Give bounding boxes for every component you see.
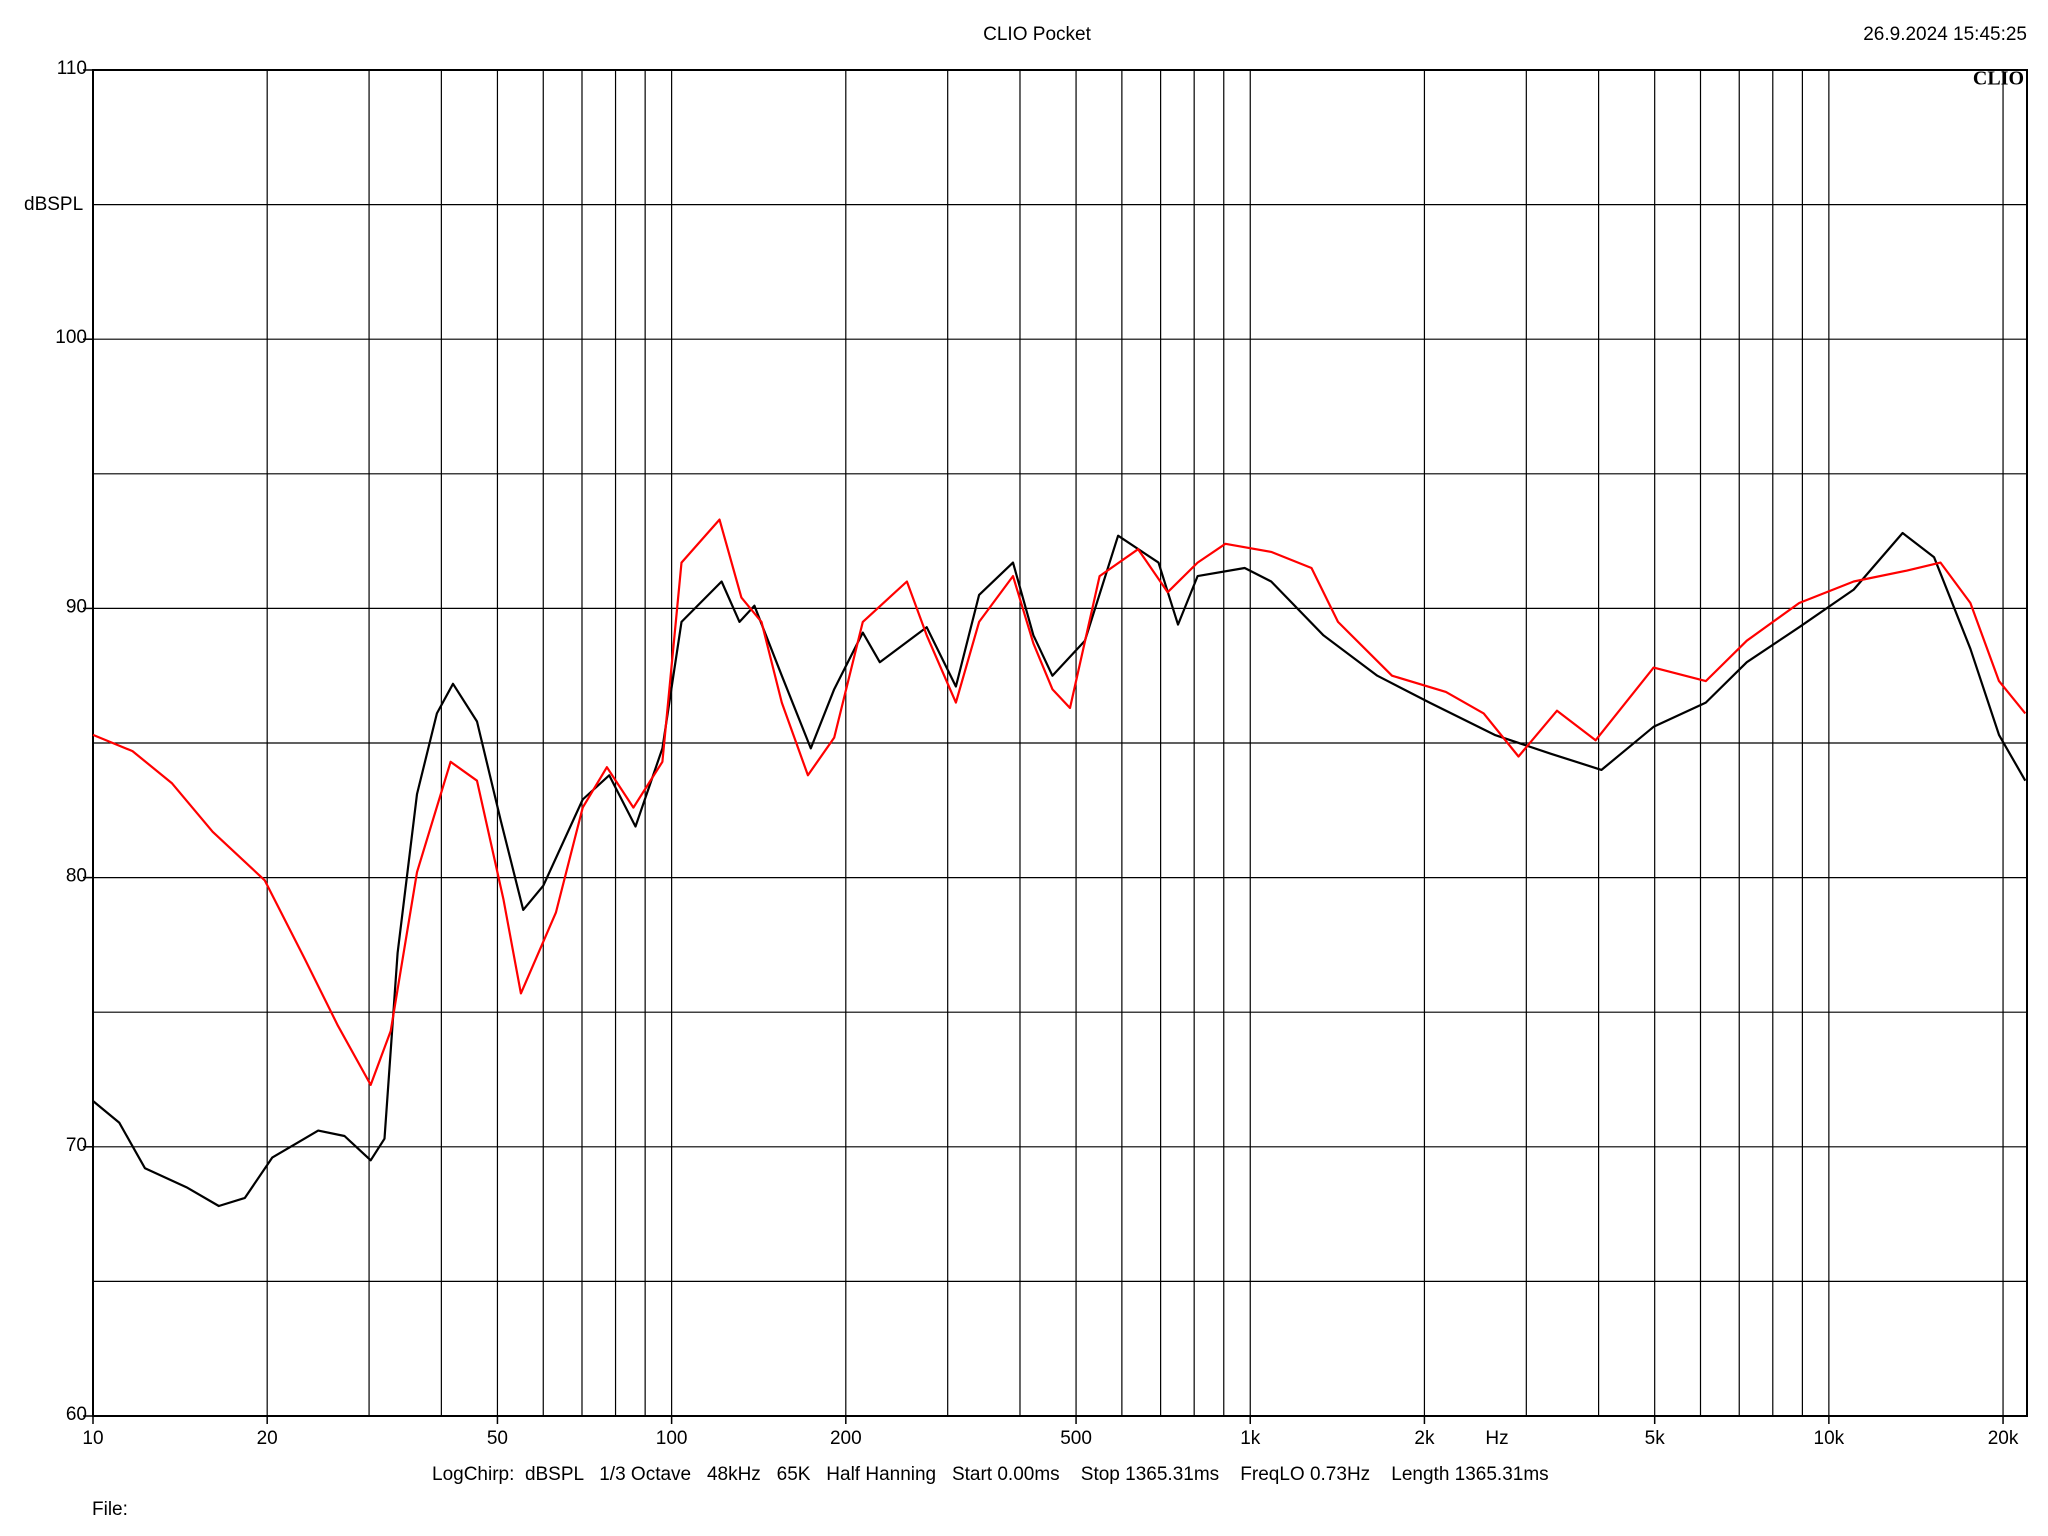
- x-tick-label: 10: [82, 1428, 103, 1449]
- file-label: File:: [92, 1499, 128, 1520]
- x-tick-label: 20k: [1988, 1428, 2019, 1449]
- series-line: [92, 518, 2027, 1086]
- chart-title: CLIO Pocket: [983, 24, 1091, 45]
- series-line: [92, 531, 2027, 1208]
- x-tick-label: 1k: [1240, 1428, 1261, 1449]
- y-tick-label: 80: [66, 866, 87, 887]
- y-tick-label: 110: [57, 58, 87, 79]
- x-unit-label: Hz: [1485, 1428, 1508, 1449]
- x-tick-label: 50: [487, 1428, 508, 1449]
- x-tick-label: 5k: [1645, 1428, 1666, 1449]
- x-tick-label: 200: [830, 1428, 862, 1449]
- y-axis-label: dBSPL: [24, 194, 83, 215]
- x-tick-label: 500: [1060, 1428, 1092, 1449]
- y-tick-label: 100: [55, 327, 87, 348]
- footer: LogChirp: dBSPL 1/3 Octave 48kHz 65K Hal…: [432, 1464, 1549, 1485]
- y-tick-label: 60: [66, 1404, 87, 1425]
- x-tick-label: 10k: [1814, 1428, 1845, 1449]
- logo: CLIO: [1973, 68, 2024, 90]
- y-tick-label: 70: [66, 1135, 87, 1156]
- x-tick-label: 2k: [1414, 1428, 1435, 1449]
- plot-frame: [92, 69, 2028, 1417]
- y-tick-label: 90: [66, 596, 87, 617]
- x-tick-label: 20: [257, 1428, 278, 1449]
- timestamp: 26.9.2024 15:45:25: [1863, 24, 2027, 45]
- x-tick-label: 100: [656, 1428, 688, 1449]
